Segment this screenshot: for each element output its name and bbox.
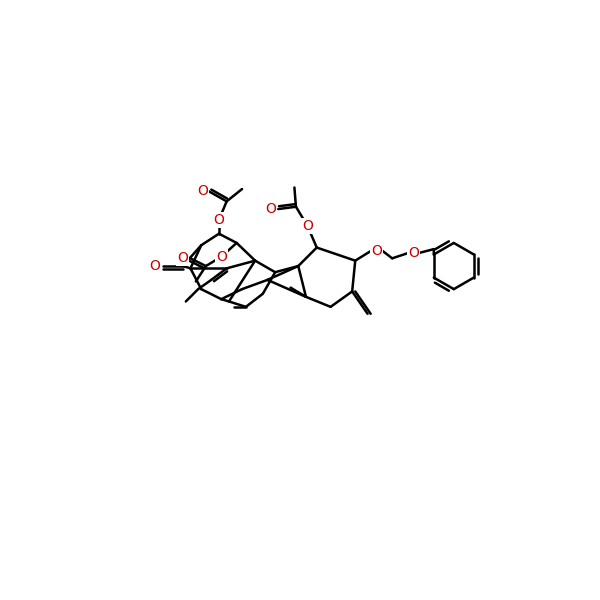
Text: O: O (265, 202, 276, 216)
Text: O: O (302, 219, 313, 233)
Text: O: O (371, 244, 382, 257)
Text: O: O (409, 246, 419, 260)
Text: O: O (216, 250, 227, 264)
Text: O: O (214, 213, 224, 227)
Text: O: O (178, 251, 188, 265)
Text: O: O (149, 259, 160, 273)
Text: O: O (197, 184, 208, 199)
